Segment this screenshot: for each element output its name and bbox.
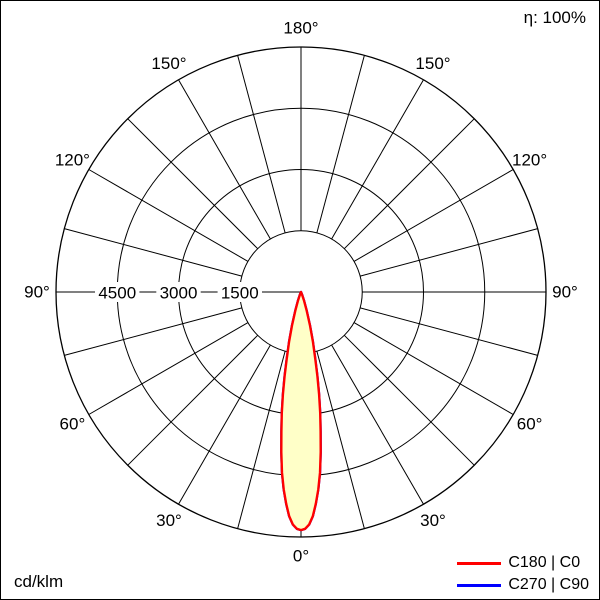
angle-label: 30°	[420, 511, 446, 530]
legend-line-blue-icon	[457, 583, 502, 587]
angle-label: 90°	[552, 283, 578, 302]
legend-item-c180-c0: C180 | C0	[457, 554, 589, 572]
angle-label: 120°	[512, 151, 547, 170]
angle-label: 90°	[24, 283, 50, 302]
grid-spoke	[331, 79, 424, 240]
grid-spoke	[64, 228, 242, 277]
ring-value-label: 3000	[160, 284, 198, 303]
legend-line-red-icon	[457, 561, 502, 565]
grid-spoke	[88, 322, 249, 415]
grid-spoke	[88, 169, 249, 262]
ring-label-bg	[156, 282, 201, 302]
series-curve	[280, 290, 322, 532]
grid-spoke	[360, 228, 538, 277]
grid-spoke	[343, 334, 475, 466]
angle-label: 0°	[293, 547, 309, 566]
grid-spoke	[343, 118, 475, 250]
angle-label: 60°	[60, 415, 86, 434]
grid-spoke	[127, 118, 259, 250]
ring-value-label: 4500	[98, 284, 136, 303]
legend: C180 | C0 C270 | C90	[457, 554, 589, 594]
grid-spoke	[178, 344, 271, 505]
ring-label-bg	[217, 282, 262, 302]
angle-label: 120°	[55, 151, 90, 170]
angle-label: 180°	[283, 19, 318, 38]
efficiency-label: η: 100%	[523, 8, 586, 27]
grid-spoke	[316, 55, 365, 233]
grid-spoke	[331, 344, 424, 505]
grid-spoke	[178, 79, 271, 240]
grid-spoke	[64, 307, 242, 356]
angle-label: 150°	[151, 54, 186, 73]
angle-label: 60°	[517, 415, 543, 434]
legend-item-c270-c90: C270 | C90	[457, 576, 589, 594]
legend-label-c180-c0: C180 | C0	[508, 554, 581, 571]
angle-label: 150°	[415, 54, 450, 73]
angle-label: 30°	[156, 511, 182, 530]
grid-spoke	[360, 307, 538, 356]
legend-label-c270-c90: C270 | C90	[508, 576, 589, 593]
grid-spoke	[237, 351, 286, 529]
unit-label: cd/klm	[14, 572, 64, 591]
grid-spoke	[316, 351, 365, 529]
grid-spoke	[353, 169, 514, 262]
grid-spoke	[353, 322, 514, 415]
ring-value-label: 1500	[221, 284, 259, 303]
grid-spoke	[127, 334, 259, 466]
grid-spoke	[237, 55, 286, 233]
ring-label-bg	[95, 282, 140, 302]
